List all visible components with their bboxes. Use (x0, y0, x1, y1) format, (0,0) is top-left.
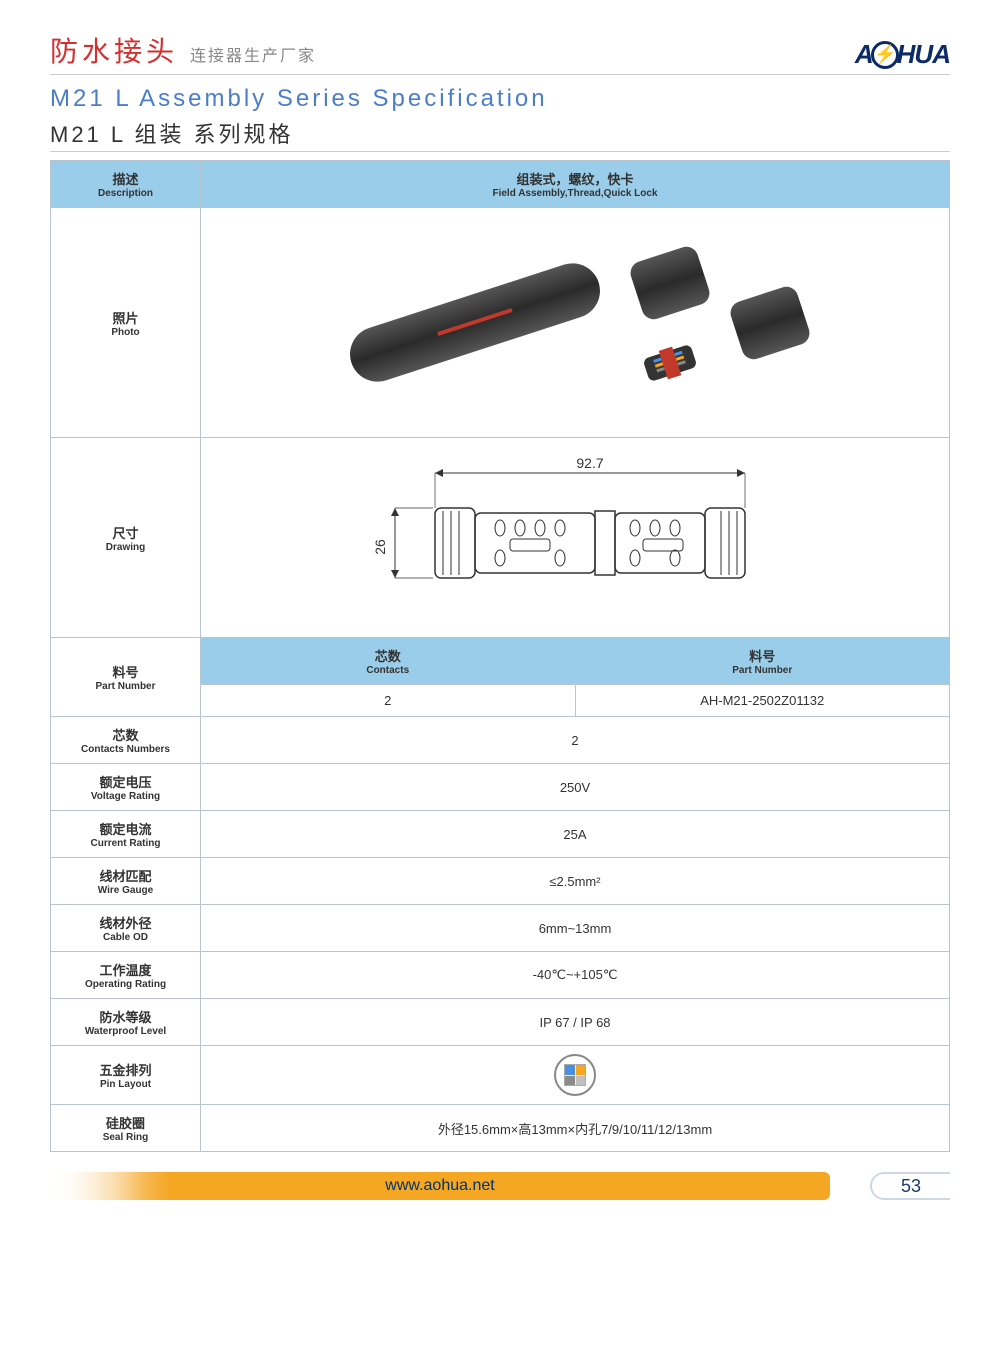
row-value: -40℃~+105℃ (201, 952, 950, 999)
desc-label: 描述 Description (51, 161, 201, 208)
contacts-header: 芯数 Contacts (201, 638, 576, 685)
row-value: ≤2.5mm² (201, 858, 950, 905)
row-label: 线材匹配 Wire Gauge (51, 858, 201, 905)
row-label: 额定电流 Current Rating (51, 811, 201, 858)
sealring-label: 硅胶圈 Seal Ring (51, 1105, 201, 1152)
row-value: IP 67 / IP 68 (201, 999, 950, 1046)
drawing-length: 92.7 (576, 455, 603, 471)
table-row: 芯数 Contacts Numbers 2 (51, 717, 950, 764)
row-value: 250V (201, 764, 950, 811)
table-row: 额定电压 Voltage Rating 250V (51, 764, 950, 811)
pn-header: 料号 Part Number (575, 638, 950, 685)
contacts-value: 2 (201, 685, 576, 717)
connector-cap2-icon (727, 283, 812, 362)
pinlayout-value (201, 1046, 950, 1105)
connector-assembled-icon (343, 256, 607, 389)
row-label: 工作温度 Operating Rating (51, 952, 201, 999)
footer-url: www.aohua.net (50, 1172, 830, 1200)
page-header: 防水接头 连接器生产厂家 A ⚡ HUA (50, 30, 950, 75)
table-row: 线材匹配 Wire Gauge ≤2.5mm² (51, 858, 950, 905)
table-row: 线材外径 Cable OD 6mm~13mm (51, 905, 950, 952)
drawing-label: 尺寸 Drawing (51, 438, 201, 638)
header-title-cn: 防水接头 (50, 30, 178, 70)
page-number: 53 (870, 1172, 950, 1200)
table-row: 防水等级 Waterproof Level IP 67 / IP 68 (51, 999, 950, 1046)
row-value: 25A (201, 811, 950, 858)
pn-value: AH-M21-2502Z01132 (575, 685, 950, 717)
pinlayout-label: 五金排列 Pin Layout (51, 1046, 201, 1105)
page-title-cn: M21 L 组装 系列规格 (50, 117, 950, 152)
page-title-en: M21 L Assembly Series Specification (50, 85, 950, 113)
connector-photo-mock (207, 216, 943, 429)
drawing-cell: 92.7 26 (201, 438, 950, 638)
drawing-height: 26 (372, 539, 388, 555)
photo-cell (201, 208, 950, 438)
logo-text-left: A (855, 39, 873, 70)
logo-text-right: HUA (897, 39, 950, 70)
row-label: 额定电压 Voltage Rating (51, 764, 201, 811)
row-value: 2 (201, 717, 950, 764)
connector-core-icon (627, 323, 712, 402)
dimension-drawing-icon: 92.7 26 (325, 453, 825, 623)
page-footer: www.aohua.net 53 (50, 1172, 950, 1200)
table-row: 工作温度 Operating Rating -40℃~+105℃ (51, 952, 950, 999)
pin-layout-icon (554, 1054, 596, 1096)
row-label: 芯数 Contacts Numbers (51, 717, 201, 764)
header-subtitle-cn: 连接器生产厂家 (190, 42, 316, 66)
brand-logo: A ⚡ HUA (855, 39, 950, 70)
sealring-value: 外径15.6mm×高13mm×内孔7/9/10/11/12/13mm (201, 1105, 950, 1152)
photo-label: 照片 Photo (51, 208, 201, 438)
table-row: 额定电流 Current Rating 25A (51, 811, 950, 858)
row-label: 防水等级 Waterproof Level (51, 999, 201, 1046)
row-label: 线材外径 Cable OD (51, 905, 201, 952)
desc-value: 组装式，螺纹，快卡 Field Assembly,Thread,Quick Lo… (201, 161, 950, 208)
spec-table: 描述 Description 组装式，螺纹，快卡 Field Assembly,… (50, 160, 950, 1152)
partnumber-label: 料号 Part Number (51, 638, 201, 717)
logo-bolt-icon: ⚡ (871, 41, 899, 69)
connector-cap-icon (627, 243, 712, 322)
row-value: 6mm~13mm (201, 905, 950, 952)
